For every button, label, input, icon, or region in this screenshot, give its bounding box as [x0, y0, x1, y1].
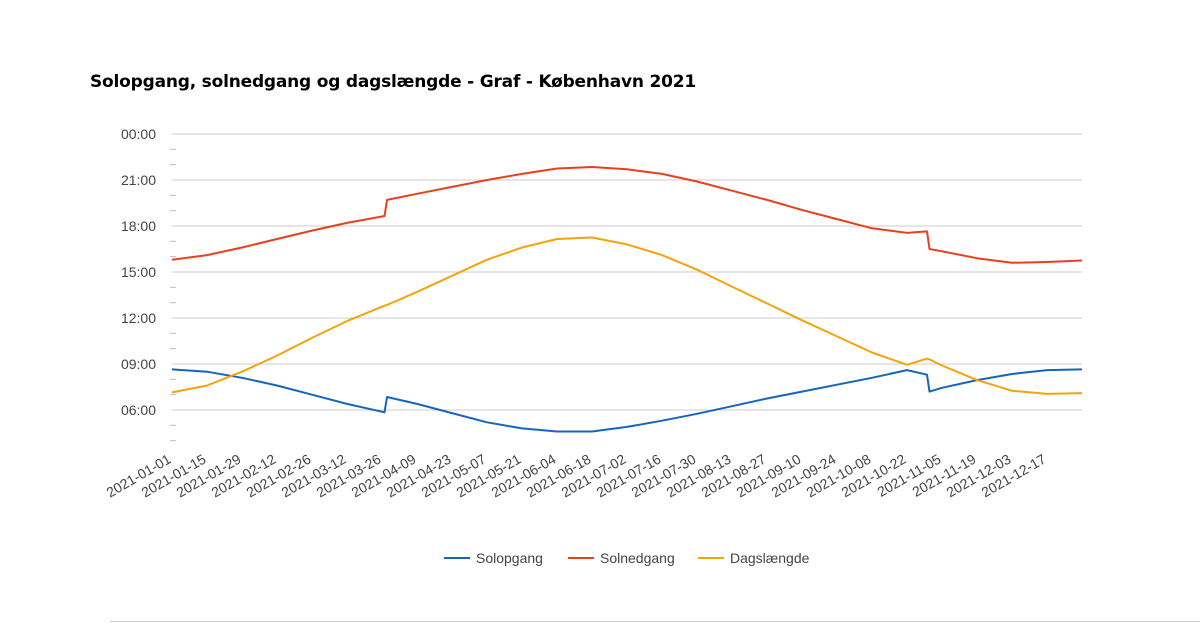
series-lines	[171, 166, 1083, 433]
chart-title: Solopgang, solnedgang og dagslængde - Gr…	[90, 72, 696, 92]
y-tick-label: 06:00	[121, 402, 156, 418]
x-axis-labels: 2021-01-012021-01-152021-01-292021-02-12…	[103, 451, 1048, 501]
y-tick-label: 09:00	[121, 356, 156, 372]
y-tick-label: 21:00	[121, 172, 156, 188]
bottom-divider	[110, 621, 1200, 622]
y-tick-label: 12:00	[121, 310, 156, 326]
y-tick-label: 00:00	[121, 126, 156, 142]
legend-label-Solnedgang: Solnedgang	[600, 550, 675, 566]
minor-ticks	[170, 148, 176, 442]
series-line-Solnedgang	[171, 166, 1083, 264]
y-tick-label: 18:00	[121, 218, 156, 234]
legend-label-Solopgang: Solopgang	[476, 550, 543, 566]
series-line-Dagslængde	[171, 236, 1083, 395]
y-axis-labels: 00:00 21:00 18:00 15:00 12:00 09:00 06:00	[121, 126, 156, 418]
series-line-Solopgang	[171, 368, 1083, 433]
gridlines	[172, 133, 1082, 411]
y-tick-label: 15:00	[121, 264, 156, 280]
legend-label-Dagslængde: Dagslængde	[730, 550, 810, 566]
legend: Solopgang Solnedgang Dagslængde	[444, 550, 810, 566]
